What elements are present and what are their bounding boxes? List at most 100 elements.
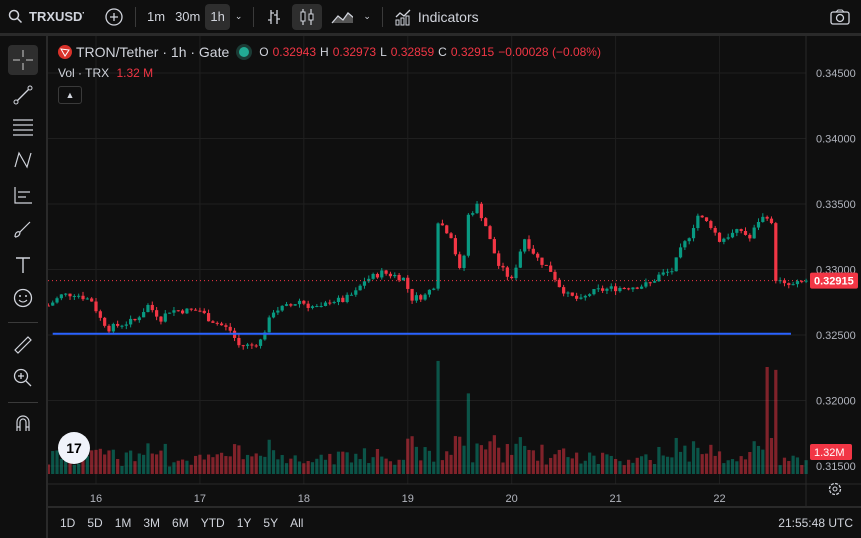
candle-body — [665, 271, 670, 273]
volume-bar — [271, 450, 276, 474]
candle-body — [523, 239, 527, 252]
candle-body — [306, 303, 310, 308]
candle-body — [319, 306, 323, 308]
utc-clock[interactable]: 21:55:48 UTC — [778, 516, 853, 530]
bar-chart-icon — [268, 9, 281, 24]
candle-body — [462, 255, 466, 268]
chart-pane[interactable]: 0.34500 0.34000 0.33500 0.33000 0.32500 0.320… — [46, 36, 861, 506]
candle-body — [120, 325, 124, 327]
volume-bar — [375, 448, 380, 474]
volume-bar — [345, 452, 349, 474]
indicators-button[interactable]: Indicators — [389, 4, 484, 30]
volume-bar — [85, 456, 89, 474]
volume-bar — [384, 458, 388, 474]
candle-body — [687, 238, 691, 242]
range-1d[interactable]: 1D — [60, 516, 76, 530]
candle-body — [566, 292, 570, 294]
candle-body — [449, 233, 453, 239]
candle-body — [103, 317, 107, 326]
screenshot-button[interactable] — [825, 4, 855, 30]
candle-body — [72, 295, 76, 297]
volume-bar — [219, 452, 224, 474]
candle-body — [133, 318, 137, 321]
volume-bar — [648, 459, 652, 474]
trend-line-tool[interactable] — [8, 80, 38, 110]
candle-body — [384, 270, 388, 274]
candle-body — [155, 310, 159, 317]
interval-30m[interactable]: 30m — [175, 9, 201, 24]
chart-settings-button[interactable] — [828, 482, 842, 501]
interval-dropdown[interactable]: ⌄ — [230, 4, 248, 30]
fib-tool[interactable] — [8, 112, 38, 142]
close-value: 0.32915 — [450, 45, 495, 59]
range-1m[interactable]: 1M — [114, 516, 132, 530]
collapse-legend-button[interactable]: ▲ — [58, 86, 82, 104]
volume-bar — [293, 455, 297, 474]
price-chart[interactable]: 0.345000.340000.335000.330000.325000.320… — [46, 36, 861, 506]
volume-bar — [280, 455, 284, 474]
candle-body — [575, 295, 579, 299]
candle-body — [592, 289, 596, 295]
range-6m[interactable]: 6M — [172, 516, 189, 530]
zoom-tool[interactable] — [8, 363, 38, 393]
divider — [253, 6, 255, 27]
interval-1m[interactable]: 1m — [147, 9, 166, 24]
candle-body — [401, 277, 406, 281]
volume-bar — [107, 450, 111, 474]
volume-bar — [523, 445, 527, 474]
forecast-tool[interactable] — [8, 180, 38, 210]
candle-body — [492, 239, 496, 254]
candle-body — [328, 302, 332, 304]
low-label: L — [380, 45, 387, 59]
volume-bar — [284, 463, 289, 474]
range-ytd[interactable]: YTD — [200, 516, 225, 530]
magnet-tool[interactable] — [8, 409, 38, 439]
volume-bar — [588, 452, 592, 474]
range-5y[interactable]: 5Y — [263, 516, 279, 530]
candle-body — [614, 286, 618, 292]
volume-bar — [488, 441, 492, 474]
volume-bar — [449, 454, 453, 474]
candle-body — [289, 304, 293, 306]
pattern-tool[interactable] — [8, 145, 38, 175]
volume-bar — [414, 446, 419, 474]
brush-tool[interactable] — [8, 215, 38, 245]
divider — [8, 402, 38, 403]
area-style-button[interactable] — [326, 4, 358, 30]
volume-bar — [800, 465, 804, 474]
candle-body — [514, 267, 518, 279]
volume-bar — [349, 462, 354, 474]
volume-bar — [743, 459, 748, 474]
volume-bar — [181, 459, 185, 474]
candle-body — [250, 344, 254, 346]
candle-body — [531, 248, 535, 254]
volume-bar — [232, 444, 237, 474]
emoji-tool[interactable] — [8, 283, 38, 313]
compare-button[interactable] — [99, 4, 129, 30]
candle-body — [393, 274, 397, 277]
volume-bar — [717, 451, 722, 474]
volume-bar — [397, 459, 401, 474]
candles-style-button[interactable] — [292, 3, 323, 30]
chart-style-dropdown[interactable]: ⌄ — [358, 4, 376, 30]
volume-bar — [362, 448, 367, 474]
range-3m[interactable]: 3M — [143, 516, 161, 530]
volume-bar — [730, 459, 735, 474]
symbol-search[interactable]: TRXUSDT — [0, 4, 89, 30]
tradingview-logo[interactable]: 17 — [58, 432, 90, 464]
candle-body — [414, 295, 419, 301]
candle-body — [263, 332, 267, 340]
range-1y[interactable]: 1Y — [236, 516, 252, 530]
range-all[interactable]: All — [290, 516, 304, 530]
volume-bar — [111, 449, 115, 474]
range-5d[interactable]: 5D — [87, 516, 103, 530]
measure-tool[interactable] — [8, 330, 38, 360]
interval-1h[interactable]: 1h — [205, 3, 230, 30]
bars-style-button[interactable] — [260, 4, 288, 30]
candles — [46, 201, 808, 350]
crosshair-tool[interactable] — [8, 45, 38, 75]
change-value: −0.00028 (−0.08%) — [498, 45, 601, 59]
market-status-dot[interactable] — [239, 47, 250, 57]
candle-body — [743, 230, 748, 235]
text-tool[interactable] — [8, 250, 38, 280]
